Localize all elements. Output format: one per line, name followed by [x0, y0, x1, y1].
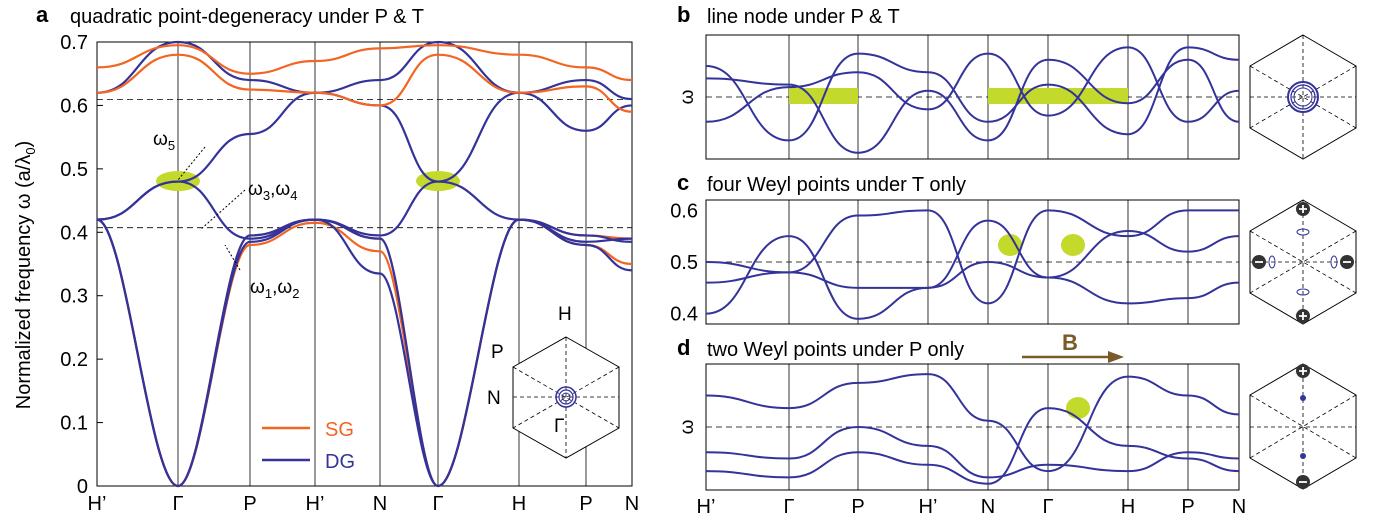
x-tick-label: H: [1121, 496, 1135, 518]
x-tick-label: P: [1181, 496, 1194, 518]
panel-d-xticks: H’ Γ P H’ N Γ H P N: [697, 496, 1247, 518]
band-dg-5: [96, 91, 633, 221]
panel-d-letter: d: [677, 335, 690, 360]
legend-sg-label: SG: [325, 419, 354, 441]
band-sg-8: [96, 44, 633, 82]
panel-d-band-1: [705, 425, 1240, 479]
panel-c-band-1: [705, 260, 1240, 305]
panel-b-letter: b: [677, 2, 690, 27]
band-dg-4: [96, 180, 633, 243]
x-tick-label: P: [579, 493, 592, 515]
panel-d-ylabel: ω: [677, 419, 698, 434]
panel-c-letter: c: [677, 170, 689, 195]
panel-b-band-0: [705, 46, 1240, 123]
panel-d-title: two Weyl points under P only: [707, 339, 964, 361]
bz-inset-a: H P N Γ: [487, 304, 620, 459]
bz-inset-c: [1249, 199, 1357, 325]
panel-a-yticks: 0 0.1 0.2 0.3 0.4 0.5 0.6 0.7: [60, 32, 103, 498]
y-tick-label: 0.4: [670, 304, 698, 326]
weyl-highlight-d: [1066, 397, 1090, 419]
b-field-arrow: B: [1022, 330, 1124, 363]
panel-a-plot: ω5 ω3,ω4 ω1,ω2 SG DG H P N Γ: [96, 40, 633, 488]
panel-b-band-2: [705, 46, 1240, 142]
x-tick-label: H’: [306, 493, 325, 515]
x-tick-label: Γ: [783, 496, 794, 518]
band-sg-7: [96, 53, 633, 113]
bz-label-N: N: [487, 388, 501, 409]
bz-label-P: P: [491, 342, 504, 363]
panel-c-band-0: [705, 209, 1239, 305]
y-tick-label: 0.2: [60, 349, 88, 371]
panel-b-band-1: [705, 58, 1240, 154]
panel-b-ylabel: ω: [677, 89, 698, 104]
legend: SG DG: [262, 419, 355, 473]
panel-b-title: line node under P & T: [707, 6, 900, 28]
omega5-label: ω5: [153, 129, 175, 153]
weyl-highlight-2: [1061, 234, 1085, 256]
legend-dg-label: DG: [325, 451, 355, 473]
line-node-highlight-2: [988, 88, 1128, 104]
bz-label-H: H: [558, 304, 572, 325]
x-tick-label: P: [851, 496, 864, 518]
x-tick-label: H’: [919, 496, 938, 518]
y-tick-label: 0.7: [60, 32, 88, 54]
x-tick-label: Γ: [432, 493, 443, 515]
panel-a-xticks: H’ Γ P H’ N Γ H P N: [88, 493, 640, 515]
panel-d-band-0: [705, 373, 1240, 473]
panel-c-title: four Weyl points under T only: [707, 174, 966, 196]
omega12-label: ω1,ω2: [250, 277, 299, 301]
panel-d-band-2: [705, 407, 1240, 485]
panel-a-letter: a: [36, 2, 49, 27]
bz-inset-b: [1249, 34, 1357, 160]
b-field-label: B: [1062, 330, 1078, 355]
panel-c-band-2: [705, 219, 1240, 320]
panel-a-ylabel: Normalized frequency ω (a/λ0): [13, 141, 38, 410]
omega34-label: ω3,ω4: [248, 179, 297, 203]
y-tick-label: 0.4: [60, 222, 88, 244]
bz-inset-d: [1249, 363, 1357, 490]
y-tick-label: 0.1: [60, 413, 88, 435]
y-tick-label: 0.3: [60, 286, 88, 308]
x-tick-label: N: [981, 496, 995, 518]
x-tick-label: N: [1232, 496, 1246, 518]
panel-b-plot: [705, 34, 1240, 160]
y-tick-label: 0.5: [60, 159, 88, 181]
y-tick-label: 0: [77, 476, 88, 498]
x-tick-label: P: [243, 493, 256, 515]
panel-c-yticks: 0.4 0.5 0.6: [670, 200, 698, 325]
weyl-highlight-1: [998, 234, 1022, 256]
bz-label-Gamma: Γ: [554, 416, 564, 437]
x-tick-label: H’: [697, 496, 716, 518]
x-tick-label: H: [512, 493, 526, 515]
panel-c-plot: [705, 199, 1240, 325]
y-tick-label: 0.6: [60, 95, 88, 117]
band-dg-6: [96, 40, 633, 101]
panel-a-title: quadratic point-degeneracy under P & T: [70, 6, 424, 28]
panel-d-plot: [705, 363, 1240, 491]
x-tick-label: H’: [88, 493, 107, 515]
x-tick-label: Γ: [1042, 496, 1053, 518]
x-tick-label: N: [373, 493, 387, 515]
x-tick-label: Γ: [172, 493, 183, 515]
x-tick-label: N: [625, 493, 639, 515]
y-tick-label: 0.6: [670, 200, 698, 222]
y-tick-label: 0.5: [670, 252, 698, 274]
